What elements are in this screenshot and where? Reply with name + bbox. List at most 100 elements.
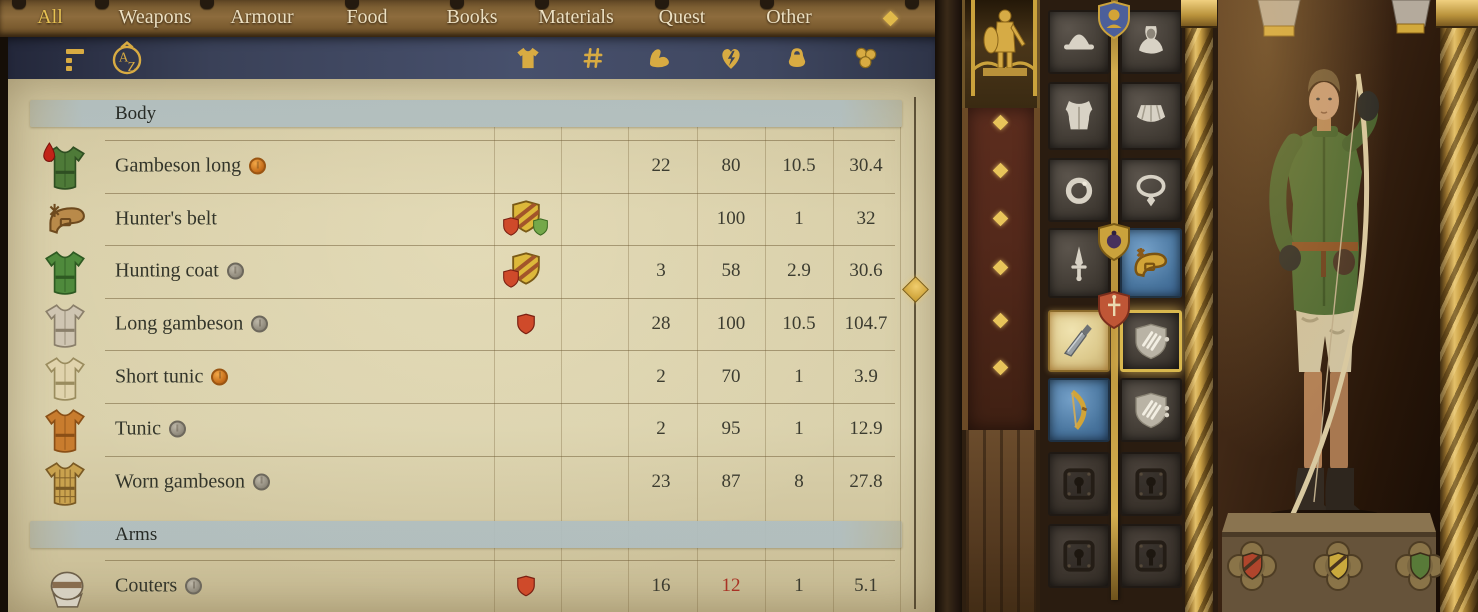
filter-button[interactable] bbox=[63, 45, 87, 71]
more-categories-icon[interactable] bbox=[882, 10, 899, 27]
value-weight: 2.9 bbox=[787, 260, 811, 282]
table-row[interactable]: Hunting coat 3 58 2.9 30.6 bbox=[8, 245, 935, 298]
svg-text:A: A bbox=[119, 50, 129, 65]
item-name: Tunic bbox=[115, 418, 186, 441]
value-weight: 10.5 bbox=[782, 313, 816, 335]
quality-coin-icon bbox=[253, 473, 271, 491]
category-tab-bar: All Weapons Armour Food Books Materials Quest O… bbox=[0, 0, 940, 37]
filter-icon bbox=[66, 49, 84, 71]
table-row[interactable]: Couters 16 12 1 5.1 bbox=[8, 560, 935, 612]
tab-armour[interactable]: Armour bbox=[230, 6, 294, 28]
column-gridline bbox=[833, 127, 834, 612]
coif-icon bbox=[1139, 26, 1163, 54]
column-weight-icon[interactable] bbox=[784, 45, 811, 72]
value-weight: 10.5 bbox=[782, 155, 816, 177]
slot-melee-weapon[interactable] bbox=[1048, 310, 1110, 372]
column-strength-icon[interactable] bbox=[645, 44, 674, 73]
column-amount-icon[interactable] bbox=[580, 45, 606, 71]
column-equipped-icon[interactable] bbox=[515, 45, 542, 72]
character-head bbox=[1308, 69, 1340, 131]
decor-tracery-panel bbox=[962, 430, 1040, 612]
wood-peg bbox=[905, 0, 919, 9]
necklace-icon bbox=[1136, 174, 1166, 207]
coins-icon bbox=[855, 47, 877, 69]
value-strength: 23 bbox=[651, 470, 671, 492]
dagger-icon bbox=[1071, 246, 1087, 282]
slot-necklace[interactable] bbox=[1120, 158, 1182, 222]
column-charisma-icon[interactable] bbox=[717, 44, 746, 73]
table-row[interactable]: Short tunic 2 70 1 3.9 bbox=[8, 350, 935, 403]
character-coat bbox=[1269, 106, 1378, 315]
tab-other[interactable]: Other bbox=[766, 6, 812, 28]
red-shield-icon bbox=[503, 269, 519, 289]
item-name: Worn gambeson bbox=[115, 470, 271, 493]
table-row[interactable]: Hunter's belt 100 1 32 bbox=[8, 192, 935, 246]
slot-locked-slot-4[interactable] bbox=[1120, 524, 1182, 588]
pedestal bbox=[1222, 513, 1445, 612]
belt-icon bbox=[1134, 248, 1168, 278]
slot-shield-slot-2[interactable] bbox=[1120, 378, 1182, 442]
slot-belt[interactable] bbox=[1120, 228, 1182, 298]
equip-badge-icons bbox=[503, 252, 549, 290]
item-name-text: Long gambeson bbox=[115, 312, 244, 335]
body-armour-icon bbox=[1065, 101, 1093, 130]
slot-body-armour[interactable] bbox=[1048, 82, 1110, 150]
tab-weapons[interactable]: Weapons bbox=[118, 6, 192, 28]
slot-bow[interactable] bbox=[1048, 378, 1110, 442]
tab-quest[interactable]: Quest bbox=[658, 6, 706, 28]
strength-arm-icon bbox=[649, 49, 669, 68]
item-name: Hunter's belt bbox=[115, 207, 217, 230]
item-name-text: Hunting coat bbox=[115, 259, 219, 282]
table-row[interactable]: Tunic 2 95 1 12.9 bbox=[8, 403, 935, 456]
wood-peg bbox=[95, 0, 109, 9]
yellow-shield-icon bbox=[512, 252, 540, 286]
tab-books[interactable]: Books bbox=[446, 6, 498, 28]
collar-icon bbox=[1136, 104, 1166, 122]
category-badge-weapons bbox=[1097, 290, 1131, 330]
table-row[interactable]: Worn gambeson 23 87 8 27.8 bbox=[8, 455, 935, 509]
item-name-text: Short tunic bbox=[115, 365, 204, 388]
pedestal-shield-green bbox=[1395, 541, 1445, 591]
item-thumbnail-icon bbox=[45, 251, 85, 296]
wood-peg bbox=[655, 0, 669, 9]
slot-coif[interactable] bbox=[1120, 10, 1182, 74]
slot-shield-slot-1[interactable] bbox=[1120, 310, 1182, 372]
slot-locked-slot-1[interactable] bbox=[1048, 452, 1110, 516]
bow-icon bbox=[1070, 389, 1088, 430]
red-shield-icon bbox=[517, 575, 535, 597]
table-row[interactable]: Long gambeson 28 100 10.5 104.7 bbox=[8, 297, 935, 351]
slot-ring[interactable] bbox=[1048, 158, 1110, 222]
character-alcove bbox=[1218, 0, 1445, 612]
section-title: Body bbox=[115, 102, 157, 124]
value-charisma: 100 bbox=[716, 313, 746, 335]
tab-materials[interactable]: Materials bbox=[538, 6, 614, 28]
lock-icon bbox=[1135, 540, 1167, 572]
value-strength: 3 bbox=[656, 260, 666, 282]
character-model bbox=[1222, 0, 1445, 612]
column-gridline bbox=[628, 127, 629, 612]
value-charisma: 70 bbox=[721, 365, 741, 387]
column-price-icon[interactable] bbox=[852, 44, 880, 72]
item-name: Long gambeson bbox=[115, 312, 269, 336]
value-price: 12.9 bbox=[849, 418, 883, 440]
wood-peg bbox=[450, 0, 464, 9]
table-row[interactable]: Gambeson long 22 80 10.5 30.4 bbox=[8, 140, 935, 193]
slot-collar[interactable] bbox=[1120, 82, 1182, 150]
wood-peg bbox=[535, 0, 549, 9]
sword-shield-icon bbox=[1098, 290, 1130, 330]
tab-food[interactable]: Food bbox=[346, 6, 388, 28]
red-shield-icon bbox=[503, 217, 519, 236]
slot-locked-slot-2[interactable] bbox=[1120, 452, 1182, 516]
item-table: Body Gambeson long228010.530.4 Hunter's … bbox=[8, 79, 935, 612]
pedestal-shield-yellow bbox=[1313, 541, 1363, 591]
item-name-text: Gambeson long bbox=[115, 154, 242, 177]
tab-all[interactable]: All bbox=[37, 6, 63, 28]
svg-text:Z: Z bbox=[128, 59, 136, 74]
value-strength: 28 bbox=[651, 313, 671, 335]
item-name-text: Tunic bbox=[115, 417, 161, 440]
value-weight: 1 bbox=[794, 418, 804, 440]
slot-locked-slot-3[interactable] bbox=[1048, 524, 1110, 588]
